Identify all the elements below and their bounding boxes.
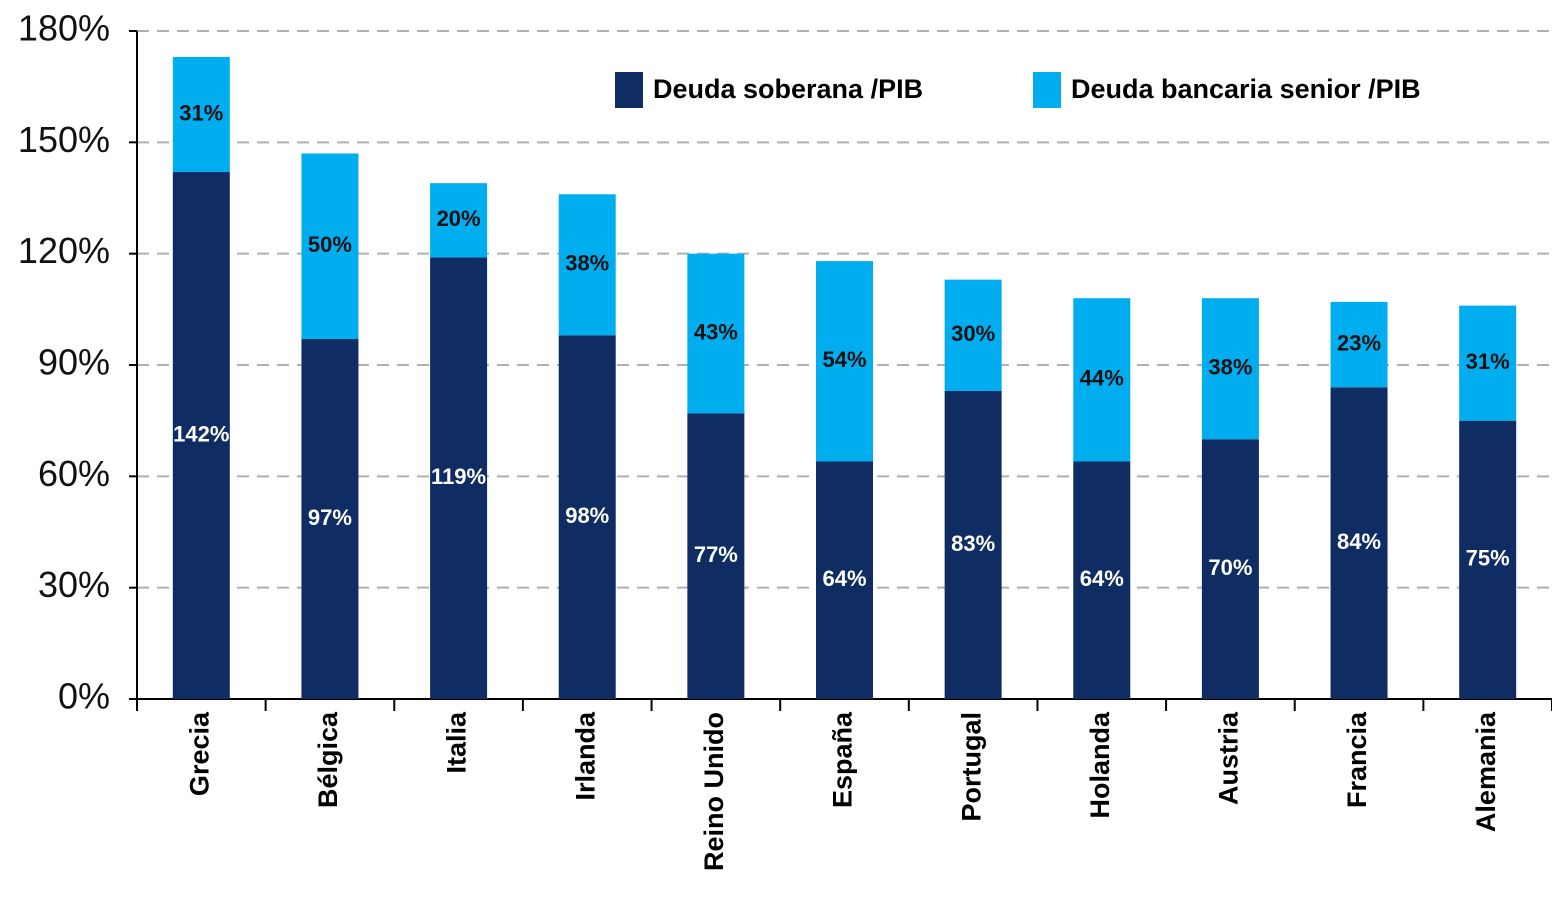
value-label: 54% [822, 347, 866, 372]
bar-segment [172, 56, 230, 173]
bar-segment [301, 339, 359, 699]
value-label: 31% [179, 100, 223, 125]
value-label: 30% [951, 321, 995, 346]
bar-segment [172, 172, 230, 699]
bar-segment [816, 461, 873, 699]
bar-segment [944, 279, 1002, 391]
value-label: 38% [565, 251, 609, 276]
x-tick-label: Holanda [1085, 711, 1115, 818]
bar-segment [687, 413, 745, 699]
y-tick-label: 90% [38, 342, 110, 383]
bar-segment [1073, 298, 1131, 462]
bar-segment [1330, 301, 1388, 388]
x-tick-label: Austria [1214, 711, 1244, 805]
value-label: 23% [1337, 330, 1381, 355]
y-tick-label: 60% [38, 453, 110, 494]
value-label: 77% [694, 542, 738, 567]
bar-segment [1073, 461, 1131, 699]
bar-segment [687, 253, 745, 414]
value-label: 70% [1208, 555, 1252, 580]
value-label: 75% [1466, 546, 1510, 571]
bar-segment [816, 261, 873, 462]
value-label: 98% [565, 503, 609, 528]
value-label: 64% [822, 566, 866, 591]
bar-segment [430, 257, 488, 699]
value-label: 31% [1466, 349, 1510, 374]
y-tick-label: 120% [18, 230, 110, 271]
legend-label: Deuda soberana /PIB [653, 74, 923, 104]
x-tick-label: Italia [442, 711, 472, 774]
value-label: 38% [1208, 355, 1252, 380]
x-tick-label: España [828, 711, 858, 808]
value-label: 43% [694, 319, 738, 344]
value-label: 84% [1337, 529, 1381, 554]
legend-label: Deuda bancaria senior /PIB [1071, 74, 1421, 104]
bar-segment [558, 194, 616, 336]
x-tick-label: Francia [1342, 711, 1372, 808]
bar-segment [301, 153, 359, 340]
y-tick-label: 150% [18, 119, 110, 160]
value-label: 44% [1080, 366, 1124, 391]
x-tick-label: Reino Unido [699, 712, 729, 871]
value-label: 20% [437, 206, 481, 231]
value-label: 97% [308, 505, 352, 530]
x-tick-label: Alemania [1471, 711, 1501, 832]
legend-swatch [615, 72, 643, 108]
y-tick-label: 0% [58, 676, 110, 717]
bar-segment [430, 183, 488, 258]
value-label: 50% [308, 232, 352, 257]
bar-segment [1459, 420, 1517, 699]
value-label: 119% [431, 464, 486, 489]
x-tick-label: Grecia [184, 711, 214, 796]
x-tick-label: Irlanda [570, 711, 600, 801]
bar-segment [558, 335, 616, 699]
value-label: 142% [173, 421, 229, 446]
y-tick-label: 30% [38, 564, 110, 605]
y-tick-label: 180% [18, 8, 110, 49]
bar-segment [1201, 298, 1259, 440]
bar-segment [1459, 305, 1517, 421]
value-label: 83% [951, 531, 995, 556]
bar-segment [1201, 439, 1259, 699]
bar-segment [944, 390, 1002, 699]
value-label: 64% [1080, 566, 1124, 591]
x-tick-label: Bélgica [313, 711, 343, 808]
legend-swatch [1033, 72, 1061, 108]
bar-segment [1330, 387, 1388, 699]
x-tick-label: Portugal [956, 712, 986, 822]
